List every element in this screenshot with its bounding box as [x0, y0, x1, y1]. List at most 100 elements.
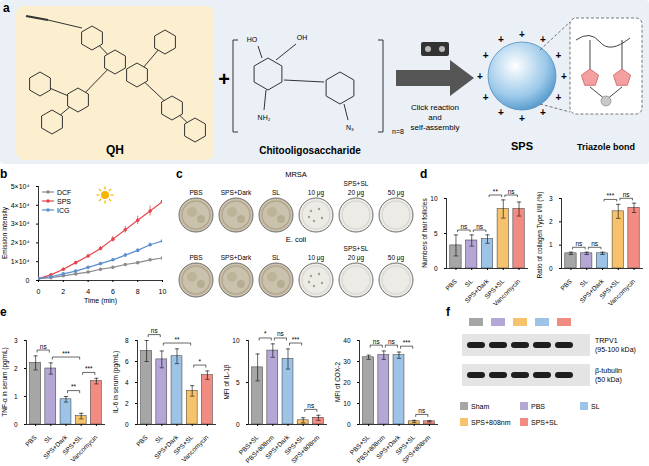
svg-text:+: +: [519, 29, 525, 40]
svg-text:1: 1: [549, 241, 553, 248]
svg-text:+: +: [519, 113, 525, 124]
svg-text:ns: ns: [418, 407, 426, 414]
svg-text:30: 30: [343, 358, 351, 365]
svg-text:ns: ns: [575, 240, 583, 247]
svg-text:***: ***: [403, 339, 411, 346]
svg-text:SL: SL: [591, 403, 600, 410]
svg-text:SPS+SL: SPS+SL: [344, 180, 369, 187]
svg-text:+: +: [477, 71, 483, 82]
svg-text:ns: ns: [307, 402, 315, 409]
svg-text:PBS: PBS: [444, 277, 459, 292]
svg-text:50 μg: 50 μg: [388, 189, 405, 197]
svg-text:OH: OH: [297, 34, 308, 41]
svg-text:PBS: PBS: [24, 433, 39, 448]
svg-text:self-assembly: self-assembly: [411, 123, 460, 132]
svg-text:Vancomycin: Vancomycin: [492, 277, 523, 308]
svg-text:SL: SL: [463, 277, 474, 288]
svg-text:+: +: [498, 107, 504, 118]
svg-text:ns: ns: [373, 338, 381, 345]
svg-text:SPS+Dark: SPS+Dark: [221, 189, 252, 196]
svg-text:and: and: [428, 113, 441, 122]
svg-text:*: *: [199, 358, 202, 365]
svg-text:SL: SL: [272, 254, 280, 261]
svg-text:ns: ns: [476, 223, 484, 230]
svg-text:SPS+Dark: SPS+Dark: [221, 254, 252, 261]
svg-text:10 μg: 10 μg: [308, 189, 325, 197]
svg-text:2: 2: [125, 400, 129, 407]
svg-text:3×10⁴: 3×10⁴: [11, 220, 30, 227]
svg-text:+: +: [561, 71, 567, 82]
svg-text:+: +: [540, 107, 546, 118]
svg-text:1×10⁴: 1×10⁴: [11, 258, 30, 265]
svg-text:PBS: PBS: [189, 189, 203, 196]
svg-text:2: 2: [549, 218, 553, 225]
svg-text:10: 10: [159, 288, 167, 295]
svg-text:PBS: PBS: [559, 277, 574, 292]
svg-text:ns: ns: [40, 343, 48, 350]
svg-text:SPS+808nm: SPS+808nm: [290, 434, 321, 465]
svg-text:0: 0: [434, 265, 438, 272]
svg-text:+: +: [498, 34, 504, 45]
svg-text:ns: ns: [460, 223, 468, 230]
svg-text:0: 0: [125, 421, 129, 428]
svg-text:ns: ns: [151, 327, 159, 334]
svg-text:Vancomycin: Vancomycin: [180, 433, 211, 464]
svg-text:NH₂: NH₂: [258, 114, 271, 121]
svg-text:Vancomycin: Vancomycin: [607, 277, 638, 308]
svg-text:40: 40: [343, 337, 351, 344]
svg-text:50 μg: 50 μg: [388, 254, 405, 262]
svg-text:+: +: [483, 50, 489, 61]
svg-text:10: 10: [343, 400, 351, 407]
svg-text:HO: HO: [247, 36, 258, 43]
svg-text:SPS: SPS: [57, 198, 71, 205]
svg-text:8: 8: [125, 337, 129, 344]
svg-text:3: 3: [14, 337, 18, 344]
svg-text:PBS: PBS: [135, 433, 150, 448]
svg-text:MRSA: MRSA: [285, 170, 307, 179]
svg-text:Sham: Sham: [471, 403, 489, 410]
svg-text:10: 10: [232, 337, 240, 344]
svg-text:+: +: [555, 50, 561, 61]
svg-text:***: ***: [292, 336, 300, 343]
svg-text:+: +: [483, 92, 489, 103]
svg-text:ns: ns: [623, 191, 631, 198]
svg-text:20 μg: 20 μg: [348, 254, 365, 262]
svg-text:2: 2: [61, 288, 65, 295]
svg-text:4: 4: [86, 288, 90, 295]
svg-text:2×10⁴: 2×10⁴: [11, 239, 30, 246]
svg-text:SPS+SL: SPS+SL: [531, 419, 558, 426]
svg-text:Click reaction: Click reaction: [411, 103, 459, 112]
svg-text:4: 4: [125, 379, 129, 386]
svg-text:Vancomycin: Vancomycin: [69, 433, 100, 464]
svg-text:SL: SL: [578, 277, 589, 288]
svg-text:6: 6: [125, 358, 129, 365]
svg-text:β-tubulin: β-tubulin: [595, 367, 622, 375]
svg-text:n=8: n=8: [392, 128, 404, 135]
svg-text:5×10⁴: 5×10⁴: [11, 183, 30, 190]
svg-text:5: 5: [236, 379, 240, 386]
svg-text:+: +: [555, 92, 561, 103]
svg-text:SL: SL: [42, 433, 53, 444]
svg-text:10 μg: 10 μg: [308, 254, 325, 262]
svg-text:E. coli: E. coli: [286, 235, 307, 244]
svg-text:(95-100 kDa): (95-100 kDa): [595, 346, 636, 354]
svg-text:ns: ns: [591, 240, 599, 247]
svg-text:SL: SL: [272, 189, 280, 196]
svg-text:2: 2: [14, 365, 18, 372]
svg-text:N₃: N₃: [346, 124, 354, 131]
svg-text:DCF: DCF: [57, 189, 71, 196]
svg-text:SL: SL: [153, 433, 164, 444]
svg-text:Time (min): Time (min): [84, 297, 117, 305]
svg-text:Triazole bond: Triazole bond: [577, 142, 635, 152]
svg-text:Chitooligosaccharide: Chitooligosaccharide: [259, 145, 361, 156]
svg-text:6: 6: [111, 288, 115, 295]
svg-text:0: 0: [14, 421, 18, 428]
svg-text:20 μg: 20 μg: [348, 189, 365, 197]
svg-text:***: ***: [62, 350, 70, 357]
svg-text:0: 0: [549, 265, 553, 272]
svg-text:(50 kDa): (50 kDa): [595, 376, 622, 384]
svg-text:**: **: [493, 188, 499, 195]
svg-text:**: **: [71, 383, 77, 390]
svg-text:10: 10: [430, 195, 438, 202]
svg-text:1: 1: [14, 393, 18, 400]
